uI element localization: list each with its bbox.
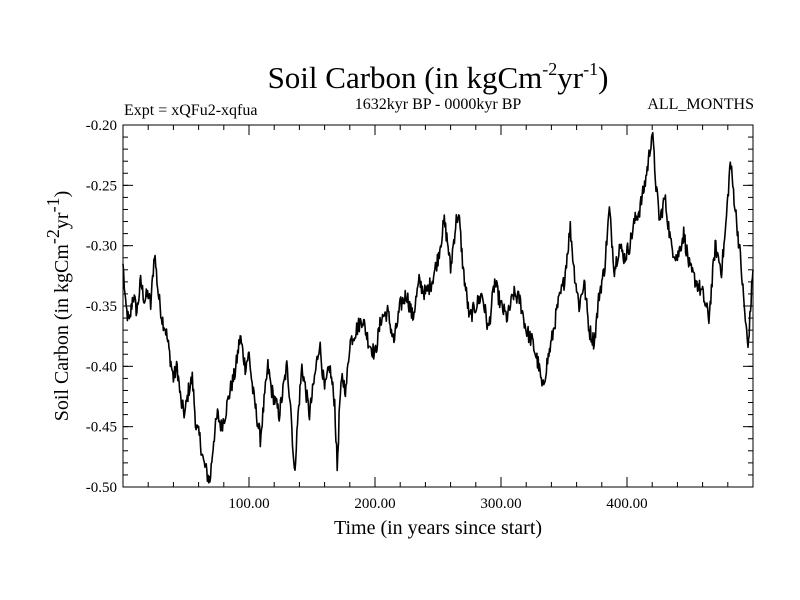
y-axis-ticks: -0.50 -0.45 -0.40 -0.35 -0.30 -0.25 -0.20: [86, 118, 753, 496]
chart-title: Soil Carbon (in kgCm-2yr-1): [268, 59, 609, 95]
x-axis-label: Time (in years since start): [334, 517, 542, 539]
y-tick-label: -0.45: [86, 420, 117, 436]
y-tick-label: -0.30: [86, 239, 117, 255]
chart-title-end: ): [598, 60, 608, 95]
x-tick-label: 400.00: [606, 496, 647, 512]
time-range-label: 1632kyr BP - 0000kyr BP: [355, 96, 522, 113]
months-label: ALL_MONTHS: [647, 96, 754, 113]
y-tick-label: -0.50: [86, 480, 117, 496]
x-tick-label: 200.00: [354, 496, 395, 512]
plot-frame: [122, 124, 754, 488]
y-tick-label: -0.25: [86, 178, 117, 194]
y-label-end: ): [51, 191, 73, 198]
x-axis-ticks: 100.00 200.00 300.00 400.00: [147, 125, 729, 512]
chart-title-exp1: -2: [542, 59, 557, 79]
chart-title-mid: yr: [557, 60, 584, 95]
y-tick-label: -0.40: [86, 359, 117, 375]
y-axis-label: Soil Carbon (in kgCm-2yr-1): [43, 191, 73, 422]
x-tick-label: 300.00: [480, 496, 521, 512]
y-tick-label: -0.20: [86, 118, 117, 134]
y-label-exp1: -2: [43, 229, 63, 244]
y-label-main: Soil Carbon (in kgCm: [51, 244, 73, 422]
y-tick-label: -0.35: [86, 299, 117, 315]
experiment-label: Expt = xQFu2-xqfua: [124, 102, 257, 119]
x-tick-label: 100.00: [228, 496, 269, 512]
y-label-exp2: -1: [43, 197, 63, 212]
chart-title-exp2: -1: [583, 59, 598, 79]
series-line-soil-carbon: [122, 131, 754, 484]
y-label-mid: yr: [51, 212, 73, 229]
chart-title-main: Soil Carbon (in kgCm: [268, 60, 543, 95]
